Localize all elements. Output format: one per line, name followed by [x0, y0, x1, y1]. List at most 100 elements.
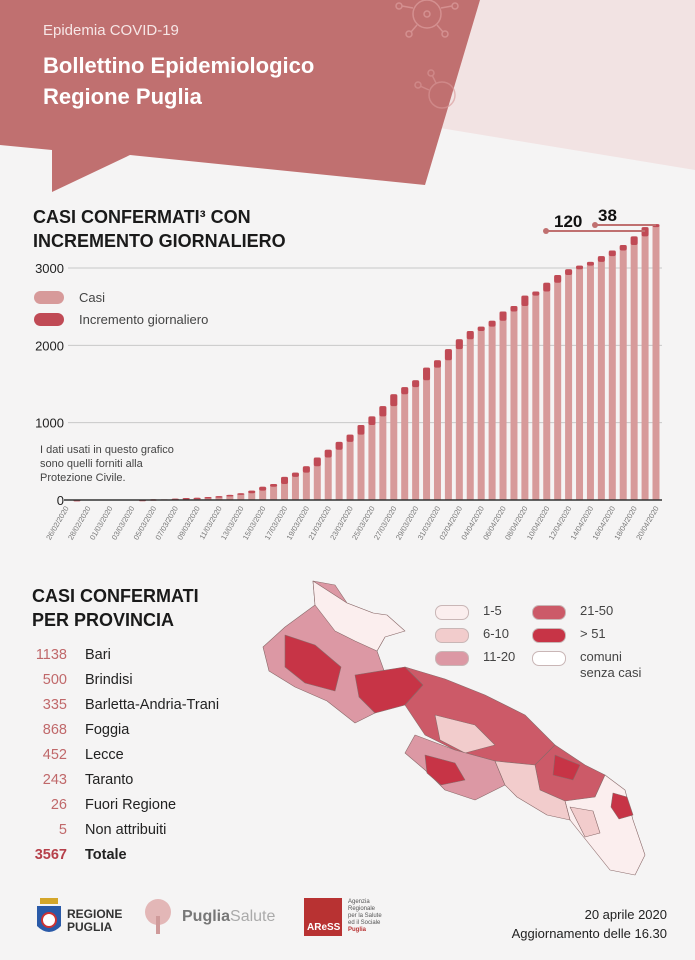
bar-casi — [597, 256, 605, 500]
bar-incremento — [346, 434, 354, 442]
map-region-lecce-2 — [569, 806, 601, 838]
province-name: Totale — [85, 847, 127, 863]
map-region-lecce-hot — [610, 792, 634, 820]
chart-title-line: INCREMENTO GIORNALIERO — [33, 231, 286, 251]
legend-label: Casi — [79, 290, 106, 305]
bar-incremento — [532, 291, 540, 296]
legend-swatch-incremento — [34, 313, 64, 326]
bar-incremento — [488, 320, 496, 327]
province-count: 500 — [42, 672, 67, 688]
logo-text: per la Salute — [348, 913, 382, 919]
bar-casi — [488, 320, 496, 500]
bar-casi — [444, 349, 452, 500]
province-row: 452 Lecce — [0, 747, 260, 769]
map-legend: 1-5 6-10 11-20 21-50 > 51 comuni senza casi — [420, 600, 680, 700]
bar-casi — [313, 457, 321, 500]
report-date: 20 aprile 2020 — [584, 907, 667, 922]
bar-incremento — [466, 330, 474, 340]
y-tick-label: 1000 — [35, 416, 64, 431]
province-name: Foggia — [85, 722, 130, 738]
bar-incremento — [335, 441, 343, 450]
map-legend-label: senza casi — [580, 665, 642, 680]
bar-casi — [433, 360, 441, 500]
tree-icon — [145, 899, 171, 934]
bar-casi — [357, 424, 365, 500]
y-tick-label: 2000 — [35, 338, 64, 353]
header-background — [0, 0, 695, 192]
map-legend-label: 11-20 — [483, 649, 516, 664]
province-row: 500 Brindisi — [0, 672, 260, 694]
bar-incremento — [193, 497, 201, 500]
province-count: 1138 — [35, 647, 67, 663]
title-line: Regione Puglia — [43, 84, 202, 109]
province-name: Fuori Regione — [85, 797, 177, 813]
bar-incremento — [302, 466, 310, 473]
province-row: 243 Taranto — [0, 772, 260, 794]
map-legend-swatch — [532, 651, 566, 666]
bar-incremento — [619, 244, 627, 251]
bar-casi — [302, 466, 310, 500]
province-name: Barletta-Andria-Trani — [85, 697, 220, 713]
bar-incremento — [565, 269, 573, 276]
legend-swatch-casi — [34, 291, 64, 304]
province-row: 3567 Totale — [0, 847, 260, 869]
map-legend-label: 6-10 — [483, 626, 510, 641]
bar-incremento — [291, 472, 299, 477]
bar-chart: 010002000300026/02/202028/02/202001/03/2… — [35, 206, 662, 542]
footer-date-block: 20 aprile 2020 Aggiornamento delle 16.30 — [512, 905, 667, 943]
logo-text: Puglia — [182, 908, 231, 925]
map-region-gargano — [312, 580, 406, 652]
bar-casi — [565, 269, 573, 500]
bar-incremento — [226, 494, 234, 497]
bar-casi — [423, 367, 431, 500]
bar-incremento — [554, 275, 562, 283]
bar-incremento — [597, 256, 605, 262]
bar-casi — [270, 483, 278, 500]
bar-incremento — [543, 282, 551, 292]
callout-dot — [543, 228, 549, 234]
bar-casi — [608, 250, 616, 500]
bar-incremento — [324, 449, 332, 458]
province-row: 5 Non attribuiti — [0, 822, 260, 844]
puglia-map — [262, 580, 646, 876]
bar-casi — [630, 236, 638, 500]
virus-icon — [395, 0, 459, 38]
province-name: Brindisi — [85, 672, 133, 688]
bar-incremento — [477, 326, 485, 331]
bar-casi — [324, 449, 332, 500]
province-count: 335 — [42, 697, 67, 713]
province-count: 3567 — [34, 847, 67, 863]
province-row: 868 Foggia — [0, 722, 260, 744]
page-title: Bollettino Epidemiologico Regione Puglia — [43, 50, 314, 112]
bar-casi — [652, 224, 660, 501]
province-name: Lecce — [85, 747, 124, 763]
logo-text: Salute — [230, 908, 276, 925]
province-count: 26 — [50, 797, 67, 813]
map-region-bari-2 — [434, 714, 496, 754]
province-row: 1138 Bari — [0, 647, 260, 669]
header-subtitle: Epidemia COVID-19 — [43, 22, 179, 39]
map-legend-label: > 51 — [580, 626, 606, 641]
bar-incremento — [499, 311, 507, 321]
province-title-line: CASI CONFERMATI — [32, 586, 199, 606]
map-legend-label: comuni senza casi — [580, 649, 642, 680]
bar-incremento — [204, 496, 212, 499]
bar-incremento — [390, 394, 398, 407]
bar-casi — [291, 472, 299, 500]
bar-casi — [586, 261, 594, 500]
bar-incremento — [248, 490, 256, 494]
bar-casi — [466, 330, 474, 500]
bar-incremento — [521, 295, 529, 306]
bar-casi — [390, 394, 398, 500]
province-count: 243 — [42, 772, 67, 788]
bar-casi — [335, 441, 343, 500]
bar-casi — [521, 295, 529, 500]
note-line: sono quelli forniti alla — [40, 458, 143, 470]
bar-incremento — [368, 416, 376, 425]
province-list: 1138 Bari 500 Brindisi 335 Barletta-Andria-Tr… — [0, 647, 260, 877]
province-name: Taranto — [85, 772, 134, 788]
province-row: 335 Barletta-Andria-Trani — [0, 697, 260, 719]
bar-incremento — [510, 305, 518, 312]
map-legend-swatch — [435, 651, 469, 666]
bar-incremento — [237, 493, 245, 495]
